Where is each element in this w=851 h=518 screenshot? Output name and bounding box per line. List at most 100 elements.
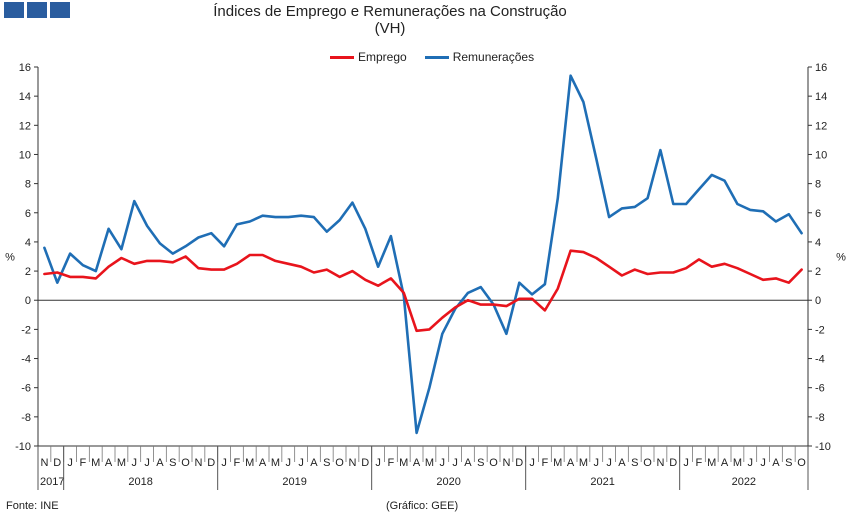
x-month-label: J	[132, 457, 138, 469]
x-year-label: 2022	[732, 476, 756, 488]
x-month-label: M	[117, 457, 126, 469]
x-month-label: F	[234, 457, 241, 469]
x-year-label: 2017	[40, 476, 64, 488]
y-tick-label-right: -2	[815, 324, 825, 336]
x-month-label: J	[298, 457, 304, 469]
chart-title: Índices de Emprego e Remunerações na Con…	[213, 3, 567, 20]
x-month-label: O	[797, 457, 806, 469]
x-year-label: 2019	[282, 476, 306, 488]
x-month-label: A	[156, 457, 164, 469]
x-year-label: 2021	[590, 476, 614, 488]
x-month-label: O	[335, 457, 344, 469]
x-month-label: N	[656, 457, 664, 469]
x-month-label: A	[259, 457, 267, 469]
legend-item-emprego: Emprego	[330, 50, 407, 64]
x-month-label: D	[207, 457, 215, 469]
x-year-label: 2020	[436, 476, 460, 488]
legend-label-emprego: Emprego	[358, 50, 407, 64]
y-tick-label-left: 16	[19, 62, 31, 74]
x-month-label: A	[105, 457, 113, 469]
x-month-label: O	[489, 457, 498, 469]
x-month-label: D	[515, 457, 523, 469]
y-tick-label-left: 6	[25, 208, 31, 220]
y-tick-label-right: 14	[815, 91, 827, 103]
x-month-label: M	[271, 457, 280, 469]
y-tick-label-right: 12	[815, 120, 827, 132]
x-month-label: M	[579, 457, 588, 469]
legend: Emprego Remunerações	[330, 50, 534, 64]
legend-label-remuneracoes: Remunerações	[452, 50, 535, 64]
x-month-label: N	[348, 457, 356, 469]
x-month-label: F	[388, 457, 395, 469]
x-month-label: J	[452, 457, 458, 469]
y-tick-label-left: -10	[15, 441, 31, 453]
x-month-label: J	[440, 457, 446, 469]
legend-swatch-remuneracoes	[424, 55, 449, 59]
x-month-label: A	[567, 457, 575, 469]
x-year-label: 2018	[128, 476, 152, 488]
y-tick-label-right: 6	[815, 208, 821, 220]
x-month-label: F	[80, 457, 87, 469]
x-month-label: M	[733, 457, 742, 469]
x-month-label: J	[286, 457, 292, 469]
y-tick-label-left: 10	[19, 149, 31, 161]
y-tick-label-right: 0	[815, 295, 821, 307]
x-month-label: F	[542, 457, 549, 469]
x-month-label: S	[477, 457, 484, 469]
y-tick-label-right: 8	[815, 179, 821, 191]
x-month-label: A	[310, 457, 318, 469]
x-month-label: D	[669, 457, 677, 469]
x-month-label: A	[413, 457, 421, 469]
y-tick-label-right: 2	[815, 266, 821, 278]
y-tick-label-left: 4	[25, 237, 31, 249]
credit-note: (Gráfico: GEE)	[386, 500, 459, 512]
x-month-label: M	[425, 457, 434, 469]
source-note: Fonte: INE	[6, 500, 59, 512]
y-tick-label-right: -8	[815, 412, 825, 424]
y-tick-label-right: 4	[815, 237, 821, 249]
x-month-label: J	[375, 457, 381, 469]
y-tick-label-left: 0	[25, 295, 31, 307]
x-month-label: J	[594, 457, 600, 469]
x-month-label: A	[618, 457, 626, 469]
x-month-label: A	[464, 457, 472, 469]
y-axis-label-left: %	[5, 252, 15, 264]
x-month-label: S	[785, 457, 792, 469]
x-month-label: J	[748, 457, 754, 469]
series-line-emprego	[43, 249, 803, 333]
y-tick-label-left: -6	[21, 383, 31, 395]
y-tick-label-left: 14	[19, 91, 31, 103]
x-month-label: J	[67, 457, 73, 469]
x-month-label: O	[643, 457, 652, 469]
y-tick-label-left: 12	[19, 120, 31, 132]
x-month-label: S	[323, 457, 330, 469]
y-tick-label-right: 10	[815, 149, 827, 161]
legend-item-remuneracoes: Remunerações	[424, 50, 535, 64]
x-month-label: S	[169, 457, 176, 469]
x-month-label: J	[683, 457, 689, 469]
x-month-label: O	[181, 457, 190, 469]
x-month-label: J	[606, 457, 612, 469]
x-month-label: A	[772, 457, 780, 469]
y-tick-label-left: -8	[21, 412, 31, 424]
x-month-label: A	[721, 457, 729, 469]
x-month-label: N	[40, 457, 48, 469]
y-tick-label-right: -6	[815, 383, 825, 395]
x-month-label: F	[696, 457, 703, 469]
x-month-label: M	[245, 457, 254, 469]
x-month-label: N	[194, 457, 202, 469]
x-month-label: N	[502, 457, 510, 469]
x-month-label: M	[91, 457, 100, 469]
chart-subtitle: (VH)	[374, 20, 406, 37]
x-month-label: S	[631, 457, 638, 469]
x-month-label: J	[144, 457, 150, 469]
y-axis-label-right: %	[836, 252, 846, 264]
logo	[4, 2, 70, 18]
y-tick-label-left: 8	[25, 179, 31, 191]
logo-square	[27, 2, 47, 18]
chart-title-block: Índices de Emprego e Remunerações na Con…	[160, 3, 620, 37]
legend-swatch-emprego	[330, 55, 354, 59]
x-month-label: M	[553, 457, 562, 469]
x-month-label: M	[399, 457, 408, 469]
